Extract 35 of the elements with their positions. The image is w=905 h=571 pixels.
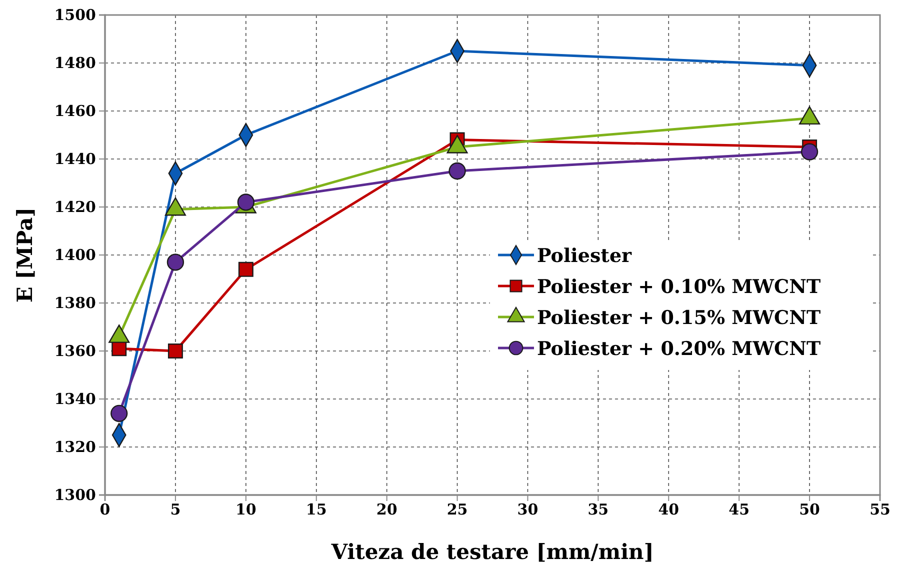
y-tick-label: 1320 (54, 438, 96, 456)
y-tick-label: 1340 (54, 390, 96, 408)
x-tick-label: 10 (235, 500, 256, 519)
y-tick-label: 1480 (54, 54, 96, 72)
legend-label: Poliester + 0.20% MWCNT (537, 338, 821, 360)
point (448, 162, 466, 180)
x-axis-title: Viteza de testare [mm/min] (330, 539, 654, 564)
point (800, 143, 818, 160)
x-tick-label: 5 (170, 500, 181, 519)
x-tick-label: 25 (446, 500, 468, 519)
point (110, 404, 128, 422)
y-tick-label: 1360 (54, 342, 96, 360)
y-tick-label: 1440 (54, 150, 96, 168)
y-tick-label: 1380 (54, 294, 96, 312)
y-tick-label: 1460 (54, 102, 96, 120)
point (166, 254, 184, 271)
legend-label: Poliester + 0.15% MWCNT (537, 307, 821, 329)
x-tick-label: 40 (658, 500, 680, 519)
y-tick-label: 1300 (54, 486, 96, 504)
x-tick-label: 45 (728, 500, 750, 519)
point (168, 344, 183, 358)
legend-label: Poliester + 0.10% MWCNT (537, 276, 821, 298)
x-tick-label: 30 (517, 500, 538, 519)
legend-label: Poliester (537, 245, 633, 267)
point (238, 262, 254, 277)
x-tick-label: 0 (100, 500, 110, 519)
y-tick-label: 1500 (54, 6, 96, 24)
y-axis-title: E [MPa] (12, 207, 37, 303)
x-tick-label: 20 (376, 500, 398, 519)
x-tick-label: 15 (306, 500, 327, 519)
x-tick-label: 55 (870, 500, 890, 519)
y-tick-label: 1400 (54, 246, 96, 264)
x-tick-label: 35 (588, 500, 609, 519)
x-tick-label: 50 (799, 500, 820, 519)
y-tick-label: 1420 (54, 198, 96, 216)
